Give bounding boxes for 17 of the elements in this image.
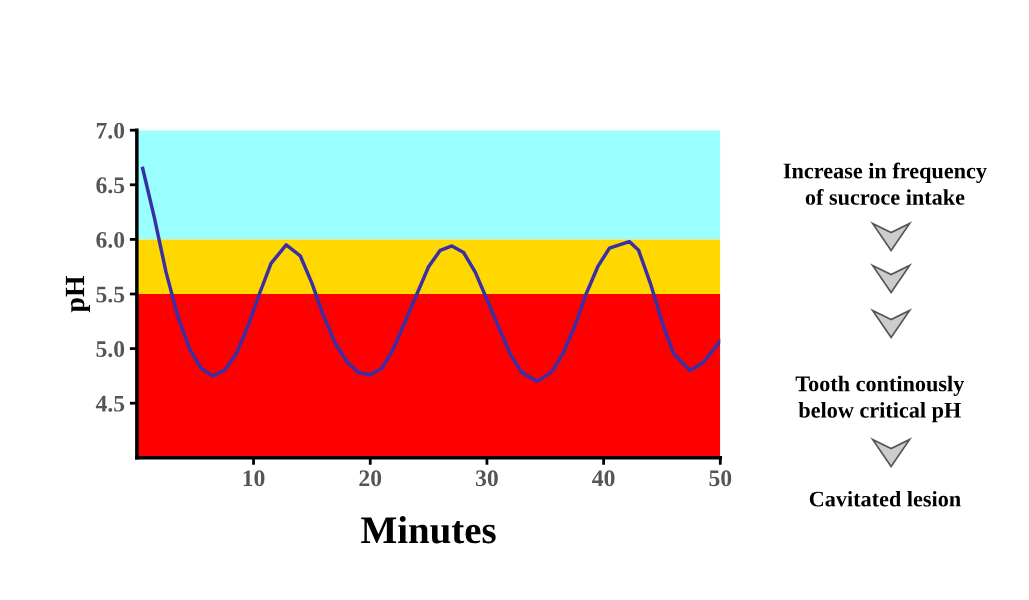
- y-tick-label: 5.0: [96, 341, 125, 358]
- x-axis-title: Minutes: [361, 516, 496, 544]
- x-tick-label: 50: [709, 470, 732, 487]
- text: Increase in frequency of sucroce intake: [783, 162, 987, 205]
- y-tick-label: 6.0: [96, 231, 125, 248]
- text: Cavitated lesion: [809, 490, 961, 507]
- text: Tooth continously below critical pH: [795, 375, 965, 423]
- x-tick-label: 20: [359, 470, 382, 487]
- x-tick-label: 40: [592, 470, 615, 487]
- line-series: [140, 166, 721, 384]
- x-tick-label: 30: [476, 470, 498, 487]
- y-tick-label: 6.5: [96, 177, 125, 194]
- x-tick-label: 10: [243, 470, 265, 487]
- y-tick-label: 7.0: [96, 122, 125, 139]
- y-tick-label: 5.5: [96, 286, 125, 303]
- y-axis-title: pH: [65, 275, 90, 313]
- y-tick-label: 4.5: [95, 395, 125, 412]
